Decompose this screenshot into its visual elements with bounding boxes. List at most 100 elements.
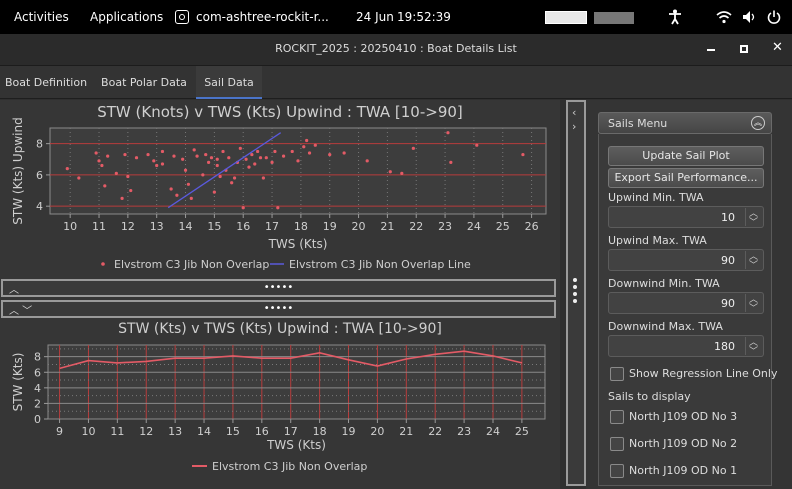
- window-titlebar: ROCKIT_2025 : 20250410 : Boat Details Li…: [0, 34, 792, 66]
- tab-boat-polar-data[interactable]: Boat Polar Data: [96, 66, 192, 99]
- scatter-point: [449, 160, 453, 164]
- downwind-max-label: Downwind Max. TWA: [608, 320, 723, 333]
- activities-button[interactable]: Activities: [14, 10, 69, 24]
- sails-to-display-label: Sails to display: [608, 390, 691, 403]
- y-axis-label: STW (Kts): [11, 353, 25, 412]
- keyboard-indicator[interactable]: [594, 12, 634, 24]
- pane-divider[interactable]: ‹ ›: [566, 100, 586, 486]
- scatter-point: [253, 162, 257, 166]
- upwind-scatter-chart: STW (Knots) v TWS (Kts) Upwind : TWA [10…: [0, 100, 560, 278]
- x-tick-label: 11: [92, 220, 106, 233]
- update-sail-plot-button[interactable]: Update Sail Plot: [608, 146, 764, 166]
- collapse-icon[interactable]: ︽: [751, 116, 765, 130]
- chevron-right-icon[interactable]: ›: [572, 120, 577, 133]
- minimize-icon[interactable]: [707, 49, 715, 51]
- x-tick-label: 18: [294, 220, 308, 233]
- spinner-arrows-icon[interactable]: ︿ ﹀: [745, 294, 761, 314]
- scatter-point: [207, 160, 211, 164]
- scatter-point: [290, 149, 294, 154]
- downwind-max-value[interactable]: 180: [714, 340, 735, 353]
- chart-title: STW (Knots) v TWS (Kts) Upwind : TWA [10…: [97, 103, 463, 121]
- split-handle[interactable]: •••••: [263, 303, 294, 314]
- tab-boat-definition[interactable]: Boat Definition: [0, 66, 92, 99]
- scatter-point: [281, 154, 286, 158]
- x-tick-label: 20: [352, 220, 366, 233]
- maximize-icon[interactable]: [740, 45, 748, 53]
- app-name[interactable]: com-ashtree-rockit-r...: [196, 10, 329, 24]
- x-tick-label: 13: [150, 220, 164, 233]
- scatter-point: [250, 152, 254, 157]
- legend-label-line: Elvstrom C3 Jib Non Overlap Line: [289, 258, 471, 271]
- scatter-point: [134, 156, 139, 160]
- applications-menu[interactable]: Applications: [90, 10, 164, 24]
- plot-area: [47, 344, 546, 420]
- close-icon[interactable]: ✕: [772, 40, 783, 55]
- upwind-min-value[interactable]: 10: [721, 211, 735, 224]
- scatter-point: [221, 149, 225, 154]
- clock-date[interactable]: 24 Jun: [356, 10, 394, 24]
- downwind-max-spinner[interactable]: 180 ︿ ﹀: [608, 335, 764, 357]
- tab-sail-data[interactable]: Sail Data: [196, 66, 262, 99]
- window-title: ROCKIT_2025 : 20250410 : Boat Details Li…: [275, 42, 517, 55]
- scatter-point: [218, 174, 222, 179]
- upper-split-bar[interactable]: ︿ •••••: [1, 279, 556, 297]
- x-tick-label: 19: [342, 425, 356, 438]
- sail-checkbox-no1[interactable]: [610, 464, 624, 478]
- regression-only-checkbox[interactable]: [610, 367, 624, 381]
- scatter-point: [126, 174, 130, 179]
- split-handle[interactable]: •••••: [263, 282, 294, 293]
- accessibility-icon[interactable]: [668, 9, 682, 25]
- sails-menu-header[interactable]: Sails Menu ︽: [598, 112, 772, 134]
- sail-checkbox-no3[interactable]: [610, 410, 624, 424]
- export-sail-performance-button[interactable]: Export Sail Performance...: [608, 168, 764, 188]
- divider-grip-icon[interactable]: [573, 278, 577, 303]
- upwind-max-spinner[interactable]: 90 ︿ ﹀: [608, 249, 764, 271]
- scatter-point: [232, 176, 237, 180]
- app-icon[interactable]: [175, 10, 189, 24]
- volume-icon[interactable]: [742, 10, 756, 24]
- chart-title: STW (Kts) v TWS (Kts) Upwind : TWA [10->…: [118, 321, 442, 337]
- clock-time[interactable]: 19:52:39: [397, 10, 451, 24]
- spinner-arrows-icon[interactable]: ︿ ﹀: [745, 208, 761, 228]
- x-tick-label: 14: [197, 425, 211, 438]
- chevron-up-icon[interactable]: ︿: [9, 285, 19, 296]
- chevron-left-icon[interactable]: ‹: [572, 106, 577, 119]
- scatter-point: [155, 163, 159, 168]
- scatter-point: [273, 149, 277, 154]
- chevron-up-down-icon[interactable]: ︿ ﹀: [9, 306, 33, 317]
- wifi-icon[interactable]: [716, 10, 732, 24]
- legend-marker-scatter: [101, 262, 105, 266]
- tab-label: Sail Data: [204, 76, 254, 89]
- sail-checkbox-no2[interactable]: [610, 437, 624, 451]
- x-tick-label: 11: [110, 425, 124, 438]
- scatter-point: [129, 188, 133, 193]
- scatter-point: [261, 176, 265, 180]
- scatter-point: [342, 151, 346, 155]
- downwind-min-value[interactable]: 90: [721, 297, 735, 310]
- x-tick-label: 23: [438, 220, 452, 233]
- x-axis-label: TWS (Kts): [266, 438, 326, 452]
- x-tick-label: 22: [428, 425, 442, 438]
- scatter-point: [302, 145, 306, 149]
- spinner-arrows-icon[interactable]: ︿ ﹀: [745, 251, 761, 271]
- scatter-point: [230, 181, 234, 185]
- x-tick-label: 13: [168, 425, 182, 438]
- x-tick-label: 20: [370, 425, 384, 438]
- scatter-point: [446, 131, 450, 135]
- scatter-point: [475, 143, 479, 147]
- upwind-min-spinner[interactable]: 10 ︿ ﹀: [608, 206, 764, 228]
- lower-split-bar[interactable]: ︿ ﹀ •••••: [1, 300, 556, 318]
- x-tick-label: 21: [399, 425, 413, 438]
- spinner-arrows-icon[interactable]: ︿ ﹀: [745, 337, 761, 357]
- legend-label-line: Elvstrom C3 Jib Non Overlap: [212, 460, 367, 473]
- input-indicator[interactable]: [545, 11, 587, 24]
- plot-area: [49, 127, 547, 215]
- scatter-point: [189, 196, 193, 200]
- x-tick-label: 26: [525, 220, 539, 233]
- upwind-max-value[interactable]: 90: [721, 254, 735, 267]
- scatter-point: [241, 206, 245, 210]
- tab-label: Boat Polar Data: [101, 76, 187, 89]
- x-tick-label: 21: [380, 220, 394, 233]
- power-icon[interactable]: [767, 10, 781, 24]
- downwind-min-spinner[interactable]: 90 ︿ ﹀: [608, 292, 764, 314]
